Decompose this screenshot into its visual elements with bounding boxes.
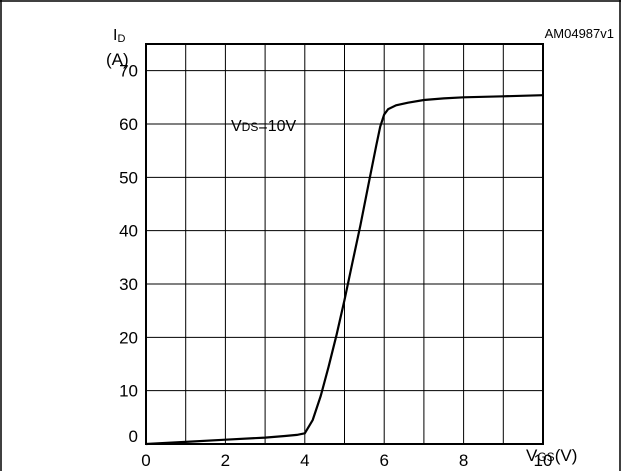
y-tick-label: 30: [119, 275, 138, 294]
y-axis-label-main: I: [113, 27, 117, 44]
y-tick-label: 40: [119, 222, 138, 241]
annotation-sub: DS: [242, 120, 259, 134]
x-axis-label: VGS(V): [526, 446, 577, 465]
figure-id: AM04987v1: [545, 26, 614, 41]
y-tick-label: 60: [119, 115, 138, 134]
x-tick-label: 8: [459, 451, 468, 470]
x-tick-labels: 0 2 4 6 8 10: [141, 451, 552, 470]
x-tick-label: 6: [379, 451, 388, 470]
y-tick-labels: 0 10 20 30 40 50 60 70: [119, 62, 138, 446]
y-tick-label: 50: [119, 168, 138, 187]
x-tick-label: 10: [534, 451, 553, 470]
x-tick-label: 0: [141, 451, 150, 470]
x-axis-label-main: V: [526, 446, 538, 465]
y-tick-label: 20: [119, 328, 138, 347]
y-tick-label: 0: [129, 427, 138, 446]
grid: [145, 43, 544, 445]
x-axis-label-sub: GS: [537, 450, 554, 464]
id-vs-vgs-curve: [145, 94, 544, 446]
y-tick-label: 10: [119, 382, 138, 401]
x-tick-label: 2: [221, 451, 230, 470]
annotation-value: =10V: [258, 118, 296, 135]
y-axis-label: ID: [113, 27, 125, 45]
annotation-main: V: [231, 118, 242, 135]
y-tick-label: 70: [119, 62, 138, 81]
x-axis-label-unit: (V): [555, 446, 578, 465]
curve-annotation: VDS=10V: [231, 118, 296, 135]
x-tick-label: 4: [300, 451, 309, 470]
y-axis-label-sub: D: [117, 33, 125, 45]
y-axis-unit: (A): [106, 50, 129, 69]
